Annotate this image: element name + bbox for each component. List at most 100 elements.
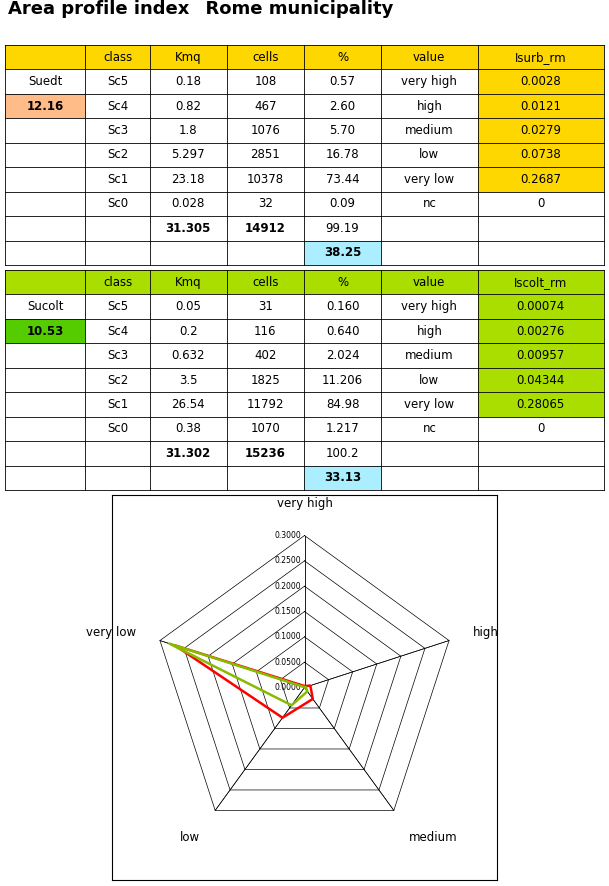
- Text: very low: very low: [404, 173, 454, 186]
- Text: 0.38: 0.38: [175, 423, 201, 435]
- Text: very high: very high: [401, 300, 457, 313]
- Bar: [304, 465, 381, 490]
- Text: Sc2: Sc2: [107, 374, 128, 386]
- Text: 10378: 10378: [247, 173, 284, 186]
- Text: 12.16: 12.16: [27, 99, 64, 113]
- Bar: [304, 45, 381, 69]
- Text: Suedt: Suedt: [28, 75, 62, 89]
- Text: 0.1000: 0.1000: [275, 633, 301, 641]
- Text: medium: medium: [409, 831, 457, 844]
- Text: 0.00074: 0.00074: [516, 300, 565, 313]
- Text: 0.0279: 0.0279: [520, 124, 561, 137]
- Text: Kmq: Kmq: [175, 51, 202, 64]
- Text: 0.57: 0.57: [329, 75, 356, 89]
- Text: 2.024: 2.024: [326, 349, 359, 362]
- Bar: [477, 392, 604, 416]
- Text: Sc4: Sc4: [107, 324, 128, 338]
- Bar: [85, 270, 150, 294]
- Text: medium: medium: [405, 124, 454, 137]
- Text: very high: very high: [276, 497, 333, 510]
- Text: 100.2: 100.2: [326, 447, 359, 460]
- Text: Area profile index: Area profile index: [8, 0, 189, 18]
- Text: 0.00957: 0.00957: [516, 349, 565, 362]
- Text: 84.98: 84.98: [326, 398, 359, 411]
- Text: 14912: 14912: [245, 222, 286, 235]
- Text: very high: very high: [401, 75, 457, 89]
- Text: 1070: 1070: [250, 423, 280, 435]
- Bar: [85, 45, 150, 69]
- Bar: [304, 241, 381, 265]
- Text: 31.305: 31.305: [166, 222, 211, 235]
- Bar: [477, 94, 604, 119]
- Bar: [304, 270, 381, 294]
- Text: 5.70: 5.70: [329, 124, 356, 137]
- Bar: [477, 119, 604, 143]
- Text: high: high: [417, 99, 442, 113]
- Text: Sucolt: Sucolt: [27, 300, 63, 313]
- Text: low: low: [180, 831, 200, 844]
- Text: Isurb_rm: Isurb_rm: [515, 51, 566, 64]
- Text: 10.53: 10.53: [27, 324, 64, 338]
- Bar: [150, 270, 227, 294]
- Text: 402: 402: [254, 349, 276, 362]
- Bar: [477, 319, 604, 344]
- Bar: [477, 167, 604, 191]
- Text: 99.19: 99.19: [326, 222, 359, 235]
- Bar: [477, 143, 604, 167]
- Text: 0.1500: 0.1500: [275, 607, 301, 616]
- Text: 0.2687: 0.2687: [520, 173, 561, 186]
- Text: 0: 0: [537, 198, 544, 210]
- Text: 0.028: 0.028: [172, 198, 205, 210]
- Text: 467: 467: [254, 99, 276, 113]
- Bar: [5, 94, 85, 119]
- Text: 11.206: 11.206: [322, 374, 363, 386]
- Text: 1076: 1076: [250, 124, 280, 137]
- Text: %: %: [337, 276, 348, 289]
- Bar: [381, 45, 477, 69]
- Text: 0.640: 0.640: [326, 324, 359, 338]
- Bar: [5, 45, 85, 69]
- Text: 0.05: 0.05: [175, 300, 201, 313]
- Bar: [477, 45, 604, 69]
- Text: low: low: [419, 374, 440, 386]
- Text: 1.8: 1.8: [179, 124, 197, 137]
- Text: 0.28065: 0.28065: [516, 398, 565, 411]
- Text: 16.78: 16.78: [326, 149, 359, 161]
- Text: 3.5: 3.5: [179, 374, 197, 386]
- Text: 26.54: 26.54: [171, 398, 205, 411]
- Text: 1.217: 1.217: [326, 423, 359, 435]
- Text: 0.2500: 0.2500: [275, 556, 301, 565]
- Text: value: value: [413, 51, 446, 64]
- Bar: [381, 270, 477, 294]
- Text: Sc2: Sc2: [107, 149, 128, 161]
- Text: class: class: [103, 276, 132, 289]
- Text: 38.25: 38.25: [324, 246, 361, 260]
- Text: Kmq: Kmq: [175, 276, 202, 289]
- Bar: [150, 45, 227, 69]
- Text: 0.18: 0.18: [175, 75, 201, 89]
- Text: 0.0121: 0.0121: [520, 99, 561, 113]
- Text: 11792: 11792: [247, 398, 284, 411]
- Text: Sc1: Sc1: [107, 173, 128, 186]
- Bar: [477, 344, 604, 368]
- Text: medium: medium: [405, 349, 454, 362]
- Text: 0.2000: 0.2000: [275, 582, 301, 591]
- Text: cells: cells: [252, 51, 279, 64]
- Text: nc: nc: [423, 198, 436, 210]
- Text: Sc1: Sc1: [107, 398, 128, 411]
- Text: very low: very low: [86, 626, 136, 639]
- Text: 0.04344: 0.04344: [516, 374, 565, 386]
- Text: 0.09: 0.09: [329, 198, 356, 210]
- Text: Sc5: Sc5: [107, 75, 128, 89]
- Text: 0.160: 0.160: [326, 300, 359, 313]
- Text: 0.0738: 0.0738: [521, 149, 561, 161]
- Text: 31.302: 31.302: [166, 447, 211, 460]
- Text: 0.3000: 0.3000: [275, 531, 301, 540]
- Text: 2851: 2851: [250, 149, 280, 161]
- Text: Rome municipality: Rome municipality: [193, 0, 393, 18]
- Text: Sc0: Sc0: [107, 198, 128, 210]
- Text: %: %: [337, 51, 348, 64]
- Text: Sc3: Sc3: [107, 349, 128, 362]
- Text: 1825: 1825: [250, 374, 280, 386]
- Bar: [477, 270, 604, 294]
